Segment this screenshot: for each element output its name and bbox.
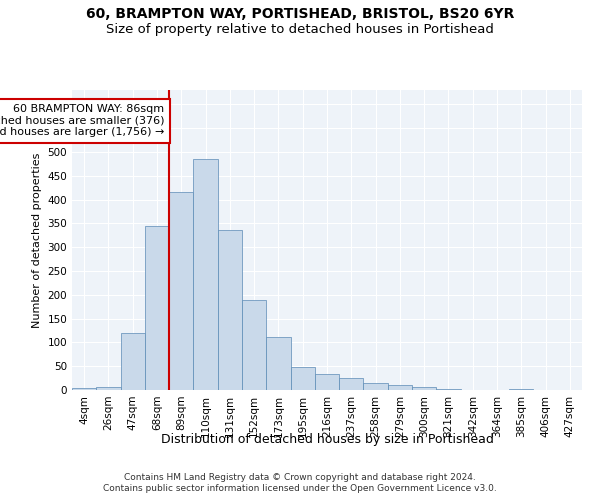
Bar bbox=[290, 366, 315, 390]
Bar bbox=[72, 388, 96, 390]
Text: 60 BRAMPTON WAY: 86sqm
← 17% of detached houses are smaller (376)
81% of semi-de: 60 BRAMPTON WAY: 86sqm ← 17% of detached… bbox=[0, 104, 164, 138]
Bar bbox=[364, 384, 388, 390]
Bar bbox=[339, 378, 364, 390]
Bar bbox=[436, 389, 461, 390]
Y-axis label: Number of detached properties: Number of detached properties bbox=[32, 152, 42, 328]
Bar bbox=[509, 389, 533, 390]
Bar bbox=[242, 300, 266, 390]
Bar bbox=[388, 385, 412, 390]
Bar bbox=[218, 230, 242, 390]
Text: Contains HM Land Registry data © Crown copyright and database right 2024.: Contains HM Land Registry data © Crown c… bbox=[124, 472, 476, 482]
Bar bbox=[121, 333, 145, 390]
Text: 60, BRAMPTON WAY, PORTISHEAD, BRISTOL, BS20 6YR: 60, BRAMPTON WAY, PORTISHEAD, BRISTOL, B… bbox=[86, 8, 514, 22]
Bar bbox=[169, 192, 193, 390]
Bar bbox=[193, 159, 218, 390]
Bar bbox=[145, 226, 169, 390]
Text: Size of property relative to detached houses in Portishead: Size of property relative to detached ho… bbox=[106, 22, 494, 36]
Bar bbox=[412, 386, 436, 390]
Text: Contains public sector information licensed under the Open Government Licence v3: Contains public sector information licen… bbox=[103, 484, 497, 493]
Bar bbox=[96, 386, 121, 390]
Text: Distribution of detached houses by size in Portishead: Distribution of detached houses by size … bbox=[161, 432, 493, 446]
Bar bbox=[315, 374, 339, 390]
Bar bbox=[266, 336, 290, 390]
